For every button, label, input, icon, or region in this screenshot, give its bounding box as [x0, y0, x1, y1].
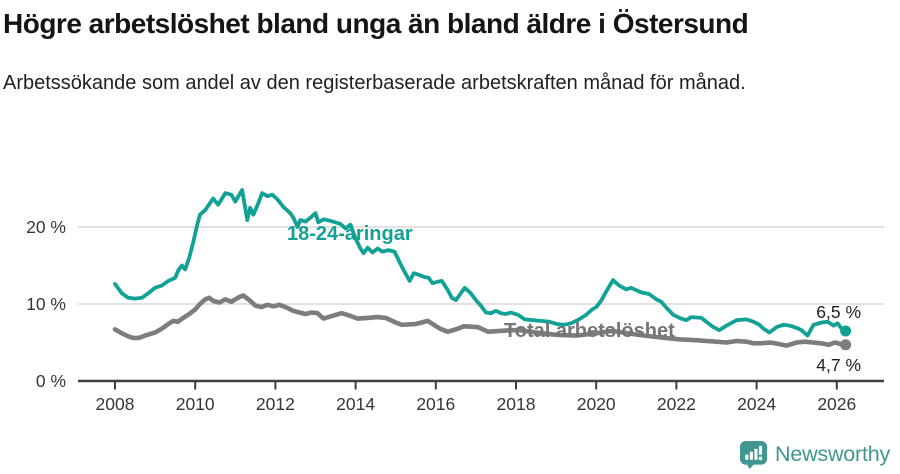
- x-tick-label-2020: 2020: [577, 394, 616, 414]
- y-tick-label-0: 0 %: [36, 371, 66, 391]
- end-value-label-18-24: 6,5 %: [816, 302, 861, 322]
- x-tick-label-2016: 2016: [416, 394, 455, 414]
- newsworthy-logo-icon: [739, 440, 768, 469]
- newsworthy-wordmark: Newsworthy: [775, 442, 891, 466]
- x-tick-label-2008: 2008: [96, 394, 135, 414]
- series-label-18-24-aringar: 18-24-åringar: [287, 223, 413, 245]
- x-tick-label-2022: 2022: [657, 394, 696, 414]
- y-tick-label-20: 20 %: [26, 217, 66, 237]
- x-tick-label-2018: 2018: [497, 394, 536, 414]
- end-value-label-total: 4,7 %: [816, 355, 861, 375]
- chart-subtitle: Arbetssökande som andel av den registerb…: [3, 72, 746, 94]
- x-tick-label-2026: 2026: [817, 394, 856, 414]
- series-end-dot-18-24-aringar: [840, 325, 852, 337]
- y-tick-label-10: 10 %: [26, 294, 66, 314]
- series-label-total-arbetsloshet: Total arbetslöshet: [504, 320, 675, 342]
- x-tick-label-2012: 2012: [256, 394, 295, 414]
- series-line-18-24-aringar: [113, 188, 848, 338]
- newsworthy-brand: Newsworthy: [739, 440, 890, 469]
- series-end-dot-total-arbetsloshet: [840, 339, 852, 351]
- chart-title: Högre arbetslöshet bland unga än bland ä…: [3, 8, 749, 39]
- series-line-total-arbetsloshet: [112, 293, 848, 348]
- x-tick-label-2014: 2014: [336, 394, 375, 414]
- x-tick-label-2024: 2024: [737, 394, 776, 414]
- x-tick-label-2010: 2010: [176, 394, 215, 414]
